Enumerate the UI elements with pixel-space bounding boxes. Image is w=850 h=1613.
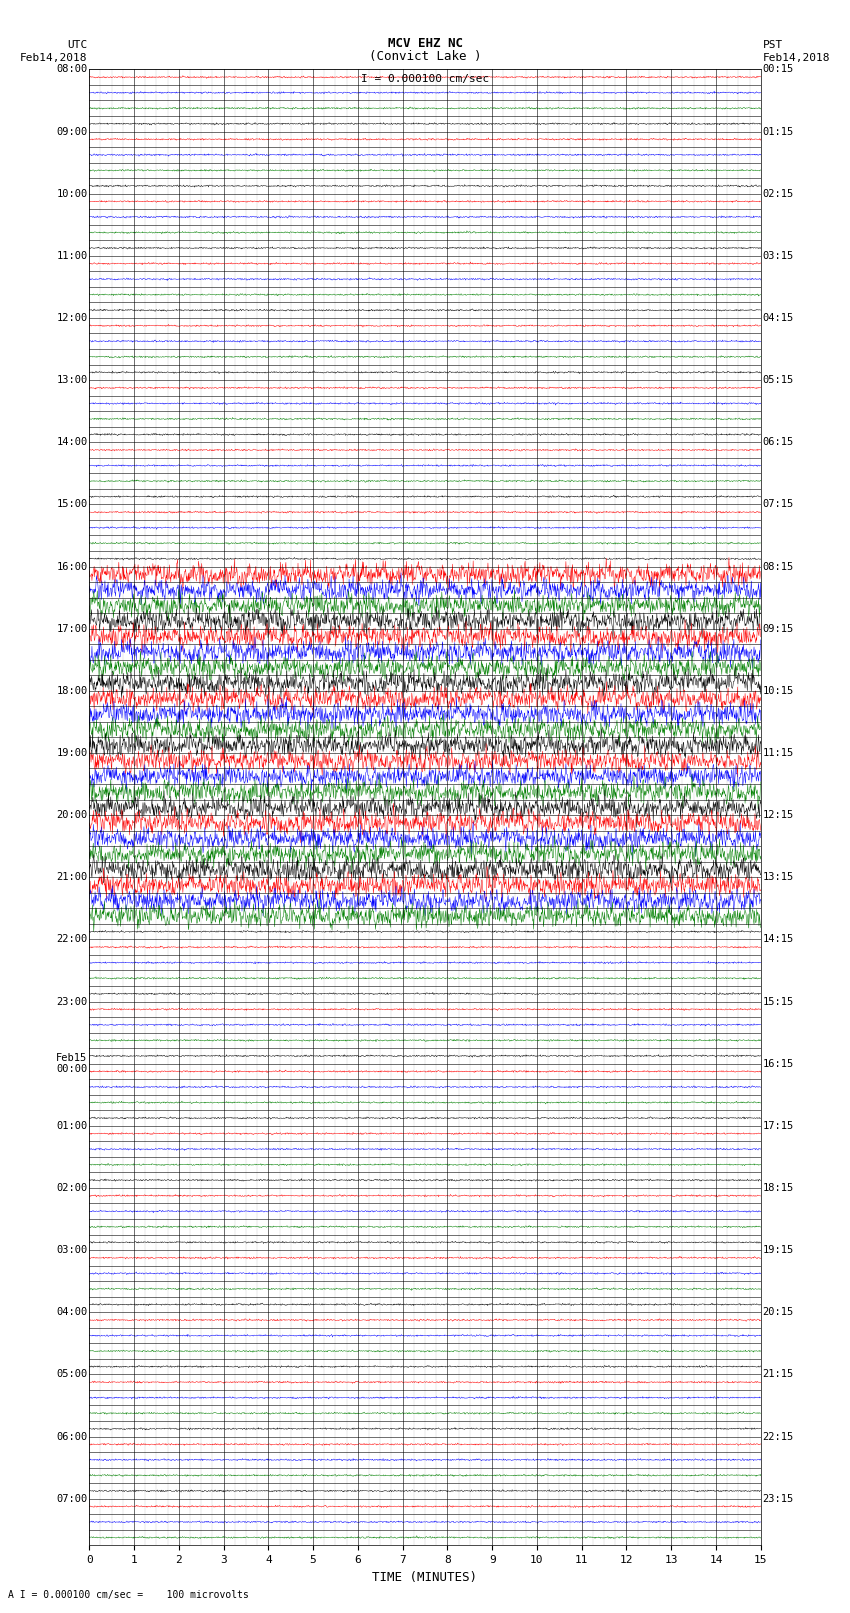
Text: 20:00: 20:00	[56, 810, 88, 819]
Text: UTC: UTC	[67, 40, 88, 50]
Text: 16:00: 16:00	[56, 561, 88, 571]
Text: 06:00: 06:00	[56, 1431, 88, 1442]
Text: 01:15: 01:15	[762, 126, 794, 137]
Text: 21:15: 21:15	[762, 1369, 794, 1379]
Text: 04:15: 04:15	[762, 313, 794, 323]
Text: 03:15: 03:15	[762, 250, 794, 261]
X-axis label: TIME (MINUTES): TIME (MINUTES)	[372, 1571, 478, 1584]
Text: 11:15: 11:15	[762, 748, 794, 758]
Text: Feb15
00:00: Feb15 00:00	[56, 1053, 88, 1074]
Text: 14:15: 14:15	[762, 934, 794, 944]
Text: 23:15: 23:15	[762, 1494, 794, 1503]
Text: 21:00: 21:00	[56, 873, 88, 882]
Text: 01:00: 01:00	[56, 1121, 88, 1131]
Text: 12:00: 12:00	[56, 313, 88, 323]
Text: 09:15: 09:15	[762, 624, 794, 634]
Text: 19:00: 19:00	[56, 748, 88, 758]
Text: 08:15: 08:15	[762, 561, 794, 571]
Text: 00:15: 00:15	[762, 65, 794, 74]
Text: 17:00: 17:00	[56, 624, 88, 634]
Text: 22:00: 22:00	[56, 934, 88, 944]
Text: 10:00: 10:00	[56, 189, 88, 198]
Text: Feb14,2018: Feb14,2018	[20, 53, 88, 63]
Text: (Convict Lake ): (Convict Lake )	[369, 50, 481, 63]
Text: 05:15: 05:15	[762, 376, 794, 386]
Text: 06:15: 06:15	[762, 437, 794, 447]
Text: 15:15: 15:15	[762, 997, 794, 1007]
Text: 17:15: 17:15	[762, 1121, 794, 1131]
Text: 07:00: 07:00	[56, 1494, 88, 1503]
Text: 07:15: 07:15	[762, 500, 794, 510]
Text: 09:00: 09:00	[56, 126, 88, 137]
Text: 03:00: 03:00	[56, 1245, 88, 1255]
Text: A I = 0.000100 cm/sec =    100 microvolts: A I = 0.000100 cm/sec = 100 microvolts	[8, 1590, 249, 1600]
Text: 11:00: 11:00	[56, 250, 88, 261]
Text: MCV EHZ NC: MCV EHZ NC	[388, 37, 462, 50]
Text: 13:15: 13:15	[762, 873, 794, 882]
Text: 22:15: 22:15	[762, 1431, 794, 1442]
Text: 10:15: 10:15	[762, 686, 794, 695]
Text: 14:00: 14:00	[56, 437, 88, 447]
Text: 12:15: 12:15	[762, 810, 794, 819]
Text: 13:00: 13:00	[56, 376, 88, 386]
Text: 02:00: 02:00	[56, 1182, 88, 1194]
Text: I = 0.000100 cm/sec: I = 0.000100 cm/sec	[361, 74, 489, 84]
Text: 16:15: 16:15	[762, 1058, 794, 1069]
Text: PST: PST	[762, 40, 783, 50]
Text: 23:00: 23:00	[56, 997, 88, 1007]
Text: 04:00: 04:00	[56, 1307, 88, 1318]
Text: 20:15: 20:15	[762, 1307, 794, 1318]
Text: 18:15: 18:15	[762, 1182, 794, 1194]
Text: 18:00: 18:00	[56, 686, 88, 695]
Text: 19:15: 19:15	[762, 1245, 794, 1255]
Text: Feb14,2018: Feb14,2018	[762, 53, 830, 63]
Text: 15:00: 15:00	[56, 500, 88, 510]
Text: 08:00: 08:00	[56, 65, 88, 74]
Text: 05:00: 05:00	[56, 1369, 88, 1379]
Text: 02:15: 02:15	[762, 189, 794, 198]
